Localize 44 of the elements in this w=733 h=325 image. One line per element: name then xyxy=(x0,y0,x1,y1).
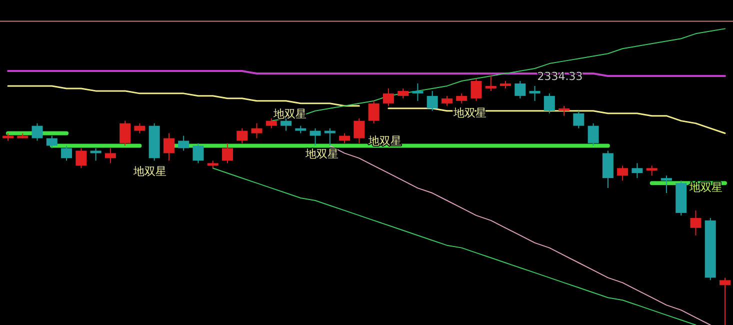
candlestick xyxy=(485,76,496,92)
candlestick xyxy=(310,128,321,146)
candlestick xyxy=(61,145,72,162)
candlestick xyxy=(632,162,643,179)
annotation: 地双星 xyxy=(132,165,166,178)
candlestick xyxy=(90,148,102,162)
candlestick xyxy=(251,122,262,139)
candlestick xyxy=(266,118,277,129)
candlestick xyxy=(646,165,658,176)
candlestick xyxy=(514,80,526,99)
candlestick xyxy=(426,90,438,112)
candlestick xyxy=(178,135,190,152)
annotation: 地双星 xyxy=(688,181,722,194)
candlestick xyxy=(558,105,570,116)
candlestick xyxy=(544,92,555,114)
candlestick xyxy=(104,148,116,164)
annotation: 地双星 xyxy=(304,147,338,160)
candlestick xyxy=(573,110,584,129)
candlestick xyxy=(470,78,482,102)
candlestick xyxy=(398,88,409,99)
candlestick xyxy=(76,148,87,169)
candlestick xyxy=(46,135,58,149)
candlestick xyxy=(324,128,336,146)
candlestick xyxy=(690,210,702,236)
candlestick xyxy=(280,118,292,132)
candlestick xyxy=(660,175,672,194)
candlestick xyxy=(588,122,599,146)
candlestick xyxy=(192,142,204,164)
candlestick xyxy=(617,165,628,182)
candlestick xyxy=(412,82,424,102)
candlestick xyxy=(32,122,43,142)
candlestick xyxy=(120,120,131,146)
candlestick xyxy=(236,128,248,144)
candlestick xyxy=(163,132,174,162)
candlestick xyxy=(339,132,350,144)
candlestick xyxy=(354,118,365,144)
candlestick xyxy=(222,142,233,164)
candlestick xyxy=(134,122,146,134)
candlestick xyxy=(720,277,730,325)
candlestick xyxy=(368,100,380,124)
candlestick xyxy=(382,88,394,106)
candlestick xyxy=(529,85,540,102)
candlestick xyxy=(441,95,452,106)
candlestick xyxy=(456,92,468,104)
